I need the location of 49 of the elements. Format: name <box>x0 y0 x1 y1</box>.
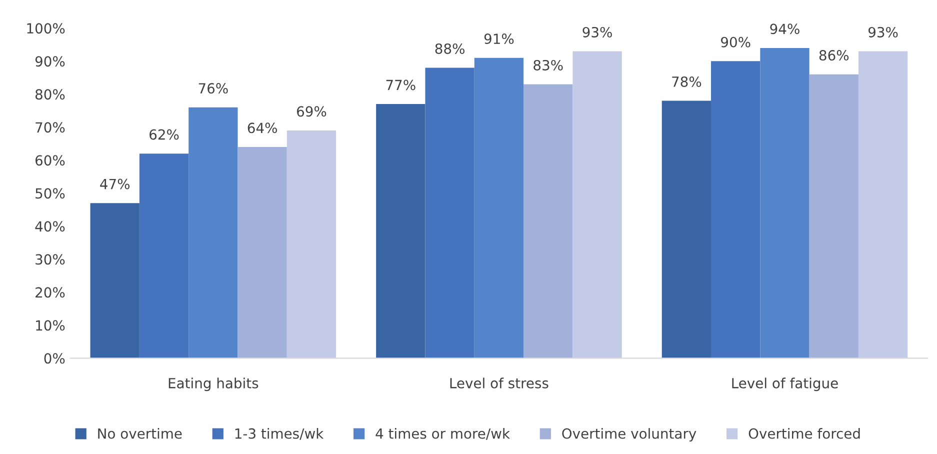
bar <box>711 61 760 358</box>
data-label: 69% <box>297 106 326 117</box>
y-tick-label: 10% <box>36 320 65 331</box>
bar <box>809 74 858 358</box>
y-tick-label: 20% <box>36 287 65 298</box>
y-tick-label: 30% <box>36 254 65 265</box>
y-tick-label: 80% <box>35 89 65 100</box>
data-label: 94% <box>770 24 800 34</box>
legend-label: No overtime <box>98 428 182 439</box>
x-tick-label: Level of fatigue <box>732 378 838 392</box>
data-label: 47% <box>100 178 130 190</box>
y-tick-label: 60% <box>36 155 65 166</box>
bar <box>572 51 622 358</box>
bar <box>139 154 189 358</box>
bar <box>425 68 474 358</box>
data-label: 90% <box>721 36 750 48</box>
y-tick-label: 40% <box>35 221 65 232</box>
data-label: 78% <box>672 76 702 87</box>
data-label: 77% <box>386 80 416 90</box>
bar <box>760 48 810 358</box>
legend-label: 1-3 times/wk <box>235 428 324 440</box>
data-label: 76% <box>198 83 228 94</box>
bar <box>474 58 524 358</box>
data-label: 88% <box>435 43 464 54</box>
bar <box>188 107 238 358</box>
legend-label: Overtime voluntary <box>562 428 696 442</box>
data-label: 64% <box>248 122 277 134</box>
y-tick-label: 70% <box>36 122 65 133</box>
data-label: 93% <box>868 26 898 38</box>
bar <box>238 146 287 358</box>
y-tick-label: 0% <box>44 353 65 364</box>
bar <box>524 84 573 358</box>
data-label: 91% <box>484 34 514 44</box>
x-tick-label: Level of stress <box>450 378 548 388</box>
bar <box>662 100 712 358</box>
bar <box>286 130 336 358</box>
data-label: 86% <box>819 50 849 61</box>
y-tick-label: 90% <box>35 56 65 67</box>
bar <box>858 51 908 358</box>
bar <box>376 104 426 358</box>
legend-label: Overtime forced <box>748 428 860 439</box>
bar <box>90 203 140 358</box>
data-label: 93% <box>582 26 612 38</box>
y-tick-label: 50% <box>36 188 65 199</box>
legend-label: 4 times or more/wk <box>376 428 510 440</box>
data-label: 83% <box>534 60 563 70</box>
y-tick-label: 100% <box>27 23 65 34</box>
data-label: 62% <box>150 129 179 140</box>
x-tick-label: Eating habits <box>168 378 258 392</box>
